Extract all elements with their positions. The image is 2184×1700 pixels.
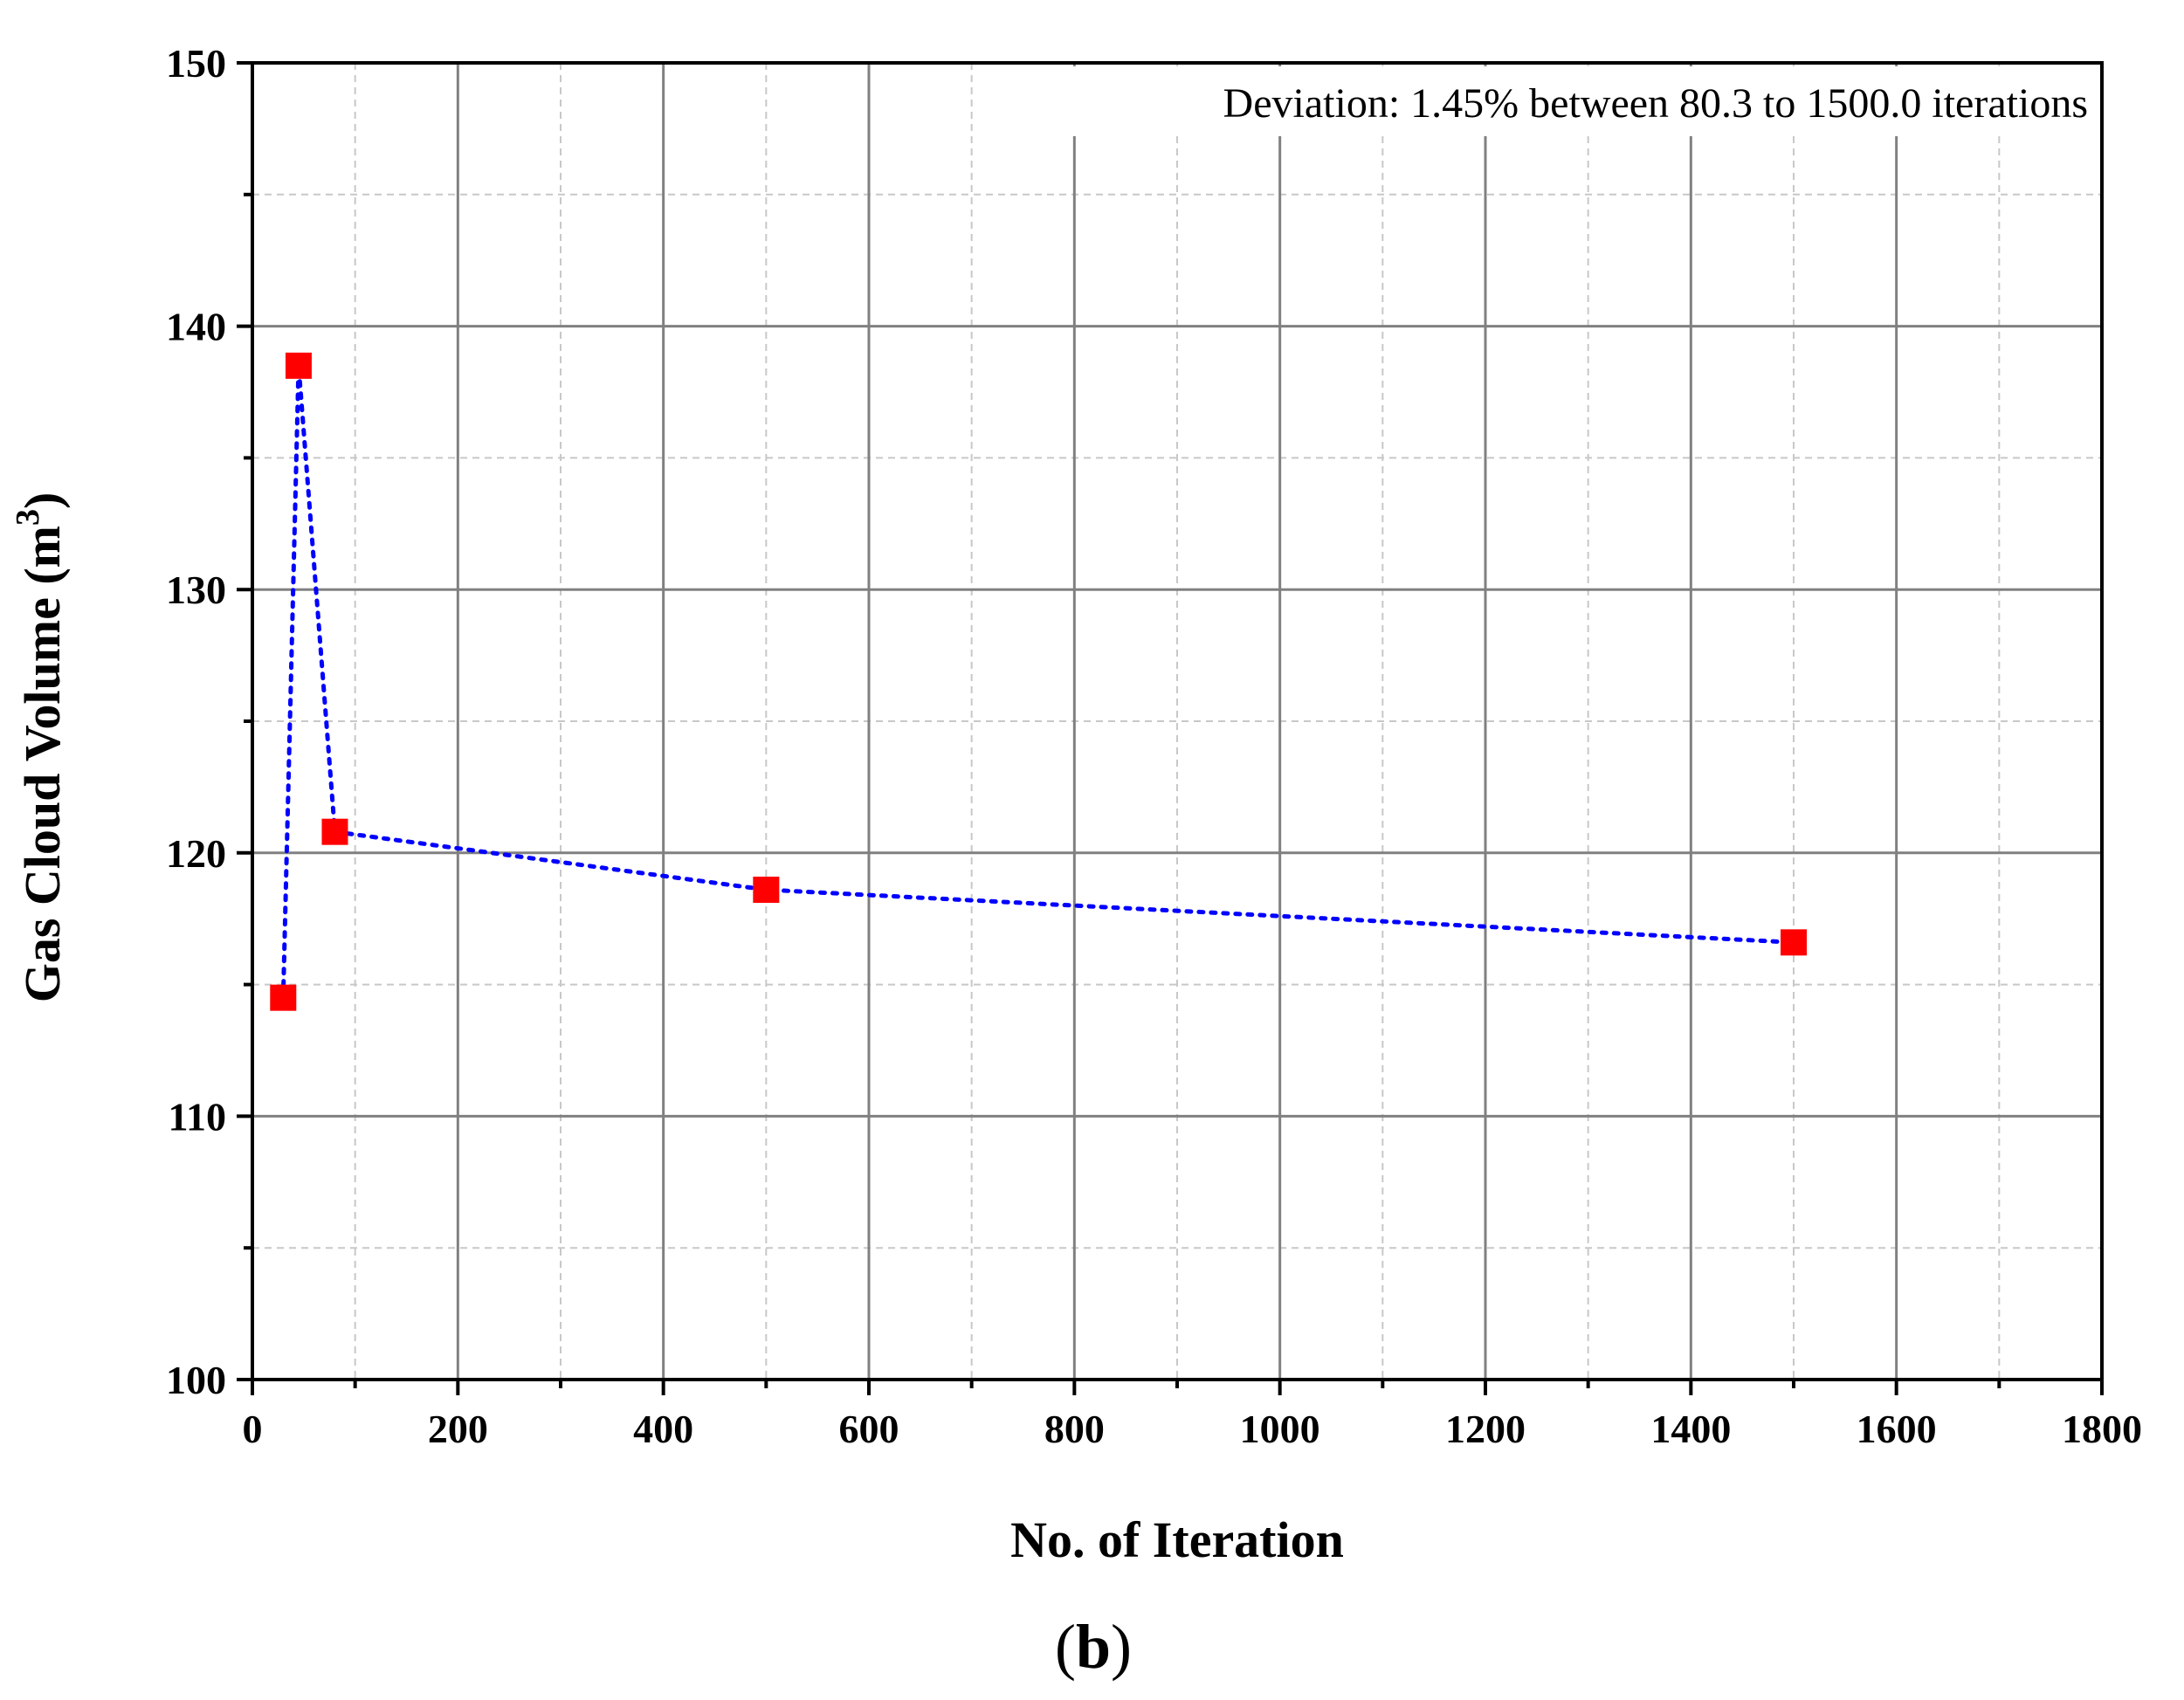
minor-grid: [252, 63, 2102, 1380]
panel-label: (b): [1055, 1612, 1132, 1682]
x-tick-label: 600: [839, 1407, 899, 1451]
axis-ticks: [237, 61, 2104, 1395]
data-point-marker: [270, 984, 297, 1011]
y-axis-title: Gas Cloud Volume (m3): [10, 492, 71, 1003]
data-point-marker: [285, 352, 312, 379]
data-markers: [270, 352, 1807, 1011]
annotation-text: Deviation: 1.45% between 80.3 to 1500.0 …: [1223, 80, 2088, 127]
data-point-marker: [753, 877, 780, 904]
y-tick-label: 130: [166, 568, 226, 612]
annotation-box: Deviation: 1.45% between 80.3 to 1500.0 …: [1070, 66, 2098, 136]
y-tick-label: 110: [169, 1094, 226, 1139]
y-axis-title-close: ): [14, 492, 71, 509]
x-tick-label: 1200: [1445, 1407, 1526, 1451]
x-tick-label: 1000: [1240, 1407, 1320, 1451]
y-tick-labels: 100 110 120 130 140 150: [166, 41, 226, 1402]
data-point-marker: [1781, 929, 1807, 956]
y-tick-label: 150: [166, 41, 226, 86]
panel-label-letter: b: [1076, 1612, 1111, 1682]
x-axis-title: No. of Iteration: [1010, 1511, 1344, 1568]
major-grid: [252, 63, 2102, 1380]
x-tick-label: 0: [243, 1407, 263, 1451]
y-tick-label: 120: [166, 831, 226, 876]
x-tick-label: 800: [1044, 1407, 1105, 1451]
x-tick-label: 400: [633, 1407, 693, 1451]
x-tick-labels: 0 200 400 600 800 1000 1200 1400 1600 1800: [243, 1407, 2143, 1451]
y-tick-label: 140: [166, 305, 226, 349]
y-axis-title-superscript: 3: [10, 509, 46, 526]
panel-label-close: ): [1111, 1612, 1132, 1682]
y-tick-label: 100: [166, 1358, 226, 1402]
series-line: [280, 365, 1796, 1001]
data-point-marker: [321, 818, 348, 845]
panel-label-open: (: [1055, 1612, 1076, 1682]
x-tick-label: 1400: [1650, 1407, 1731, 1451]
y-axis-title-main: Gas Cloud Volume (m: [14, 526, 71, 1002]
x-tick-label: 1800: [2062, 1407, 2142, 1451]
x-tick-label: 200: [428, 1407, 488, 1451]
x-tick-label: 1600: [1857, 1407, 1937, 1451]
